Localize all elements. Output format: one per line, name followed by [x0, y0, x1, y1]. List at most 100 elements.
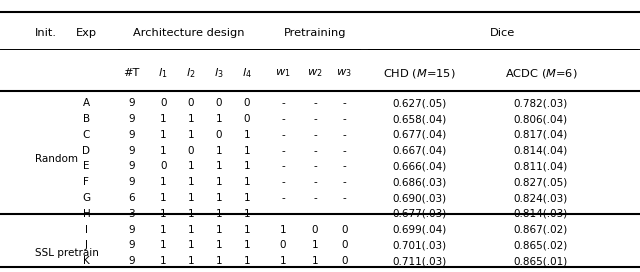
Text: $l_4$: $l_4$ — [242, 67, 252, 80]
Text: 9: 9 — [128, 177, 134, 187]
Text: 1: 1 — [244, 256, 250, 266]
Text: -: - — [313, 177, 317, 187]
Text: 1: 1 — [216, 162, 222, 171]
Text: CHD ($M$=15): CHD ($M$=15) — [383, 67, 456, 80]
Text: 0.711(.03): 0.711(.03) — [392, 256, 446, 266]
Text: 1: 1 — [244, 177, 250, 187]
Text: 0.867(.02): 0.867(.02) — [514, 225, 568, 234]
Text: -: - — [342, 162, 346, 171]
Text: -: - — [342, 209, 346, 219]
Text: 0: 0 — [244, 114, 250, 124]
Text: 1: 1 — [244, 193, 250, 203]
Text: 0.690(.03): 0.690(.03) — [392, 193, 446, 203]
Text: $w_3$: $w_3$ — [337, 67, 352, 79]
Text: 0.658(.04): 0.658(.04) — [392, 114, 446, 124]
Text: 1: 1 — [312, 240, 318, 250]
Text: 0: 0 — [160, 162, 166, 171]
Text: 1: 1 — [160, 177, 166, 187]
Text: C: C — [83, 130, 90, 140]
Text: 0: 0 — [341, 225, 348, 234]
Text: 1: 1 — [216, 256, 222, 266]
Text: #T: #T — [123, 69, 140, 78]
Text: 0: 0 — [216, 130, 222, 140]
Text: -: - — [313, 209, 317, 219]
Text: 0.811(.04): 0.811(.04) — [514, 162, 568, 171]
Text: 9: 9 — [128, 256, 134, 266]
Text: 0: 0 — [244, 98, 250, 108]
Text: 1: 1 — [244, 225, 250, 234]
Text: -: - — [281, 130, 285, 140]
Text: -: - — [313, 130, 317, 140]
Text: -: - — [281, 177, 285, 187]
Text: -: - — [281, 98, 285, 108]
Text: $l_1$: $l_1$ — [159, 67, 168, 80]
Text: 0.677(.03): 0.677(.03) — [392, 209, 446, 219]
Text: 1: 1 — [188, 177, 194, 187]
Text: 1: 1 — [160, 209, 166, 219]
Text: 0: 0 — [160, 98, 166, 108]
Text: 0: 0 — [188, 98, 194, 108]
Text: 6: 6 — [128, 193, 134, 203]
Text: 0.865(.02): 0.865(.02) — [514, 240, 568, 250]
Text: 1: 1 — [244, 209, 250, 219]
Text: 1: 1 — [280, 225, 286, 234]
Text: 1: 1 — [160, 193, 166, 203]
Text: -: - — [313, 193, 317, 203]
Text: 9: 9 — [128, 225, 134, 234]
Text: 1: 1 — [216, 225, 222, 234]
Text: 1: 1 — [188, 162, 194, 171]
Text: -: - — [313, 98, 317, 108]
Text: -: - — [281, 162, 285, 171]
Text: Pretraining: Pretraining — [284, 28, 346, 38]
Text: 1: 1 — [216, 114, 222, 124]
Text: 1: 1 — [160, 240, 166, 250]
Text: -: - — [281, 193, 285, 203]
Text: 0: 0 — [280, 240, 286, 250]
Text: 0.865(.01): 0.865(.01) — [514, 256, 568, 266]
Text: G: G — [83, 193, 90, 203]
Text: 9: 9 — [128, 146, 134, 156]
Text: 1: 1 — [216, 240, 222, 250]
Text: 0.701(.03): 0.701(.03) — [392, 240, 446, 250]
Text: K: K — [83, 256, 90, 266]
Text: 9: 9 — [128, 240, 134, 250]
Text: $l_2$: $l_2$ — [186, 67, 195, 80]
Text: -: - — [342, 98, 346, 108]
Text: 1: 1 — [312, 256, 318, 266]
Text: Architecture design: Architecture design — [133, 28, 244, 38]
Text: 1: 1 — [188, 193, 194, 203]
Text: F: F — [83, 177, 90, 187]
Text: Dice: Dice — [490, 28, 515, 38]
Text: 0: 0 — [341, 240, 348, 250]
Text: $w_1$: $w_1$ — [275, 67, 291, 79]
Text: 1: 1 — [216, 193, 222, 203]
Text: -: - — [342, 146, 346, 156]
Text: I: I — [85, 225, 88, 234]
Text: $w_2$: $w_2$ — [307, 67, 323, 79]
Text: Init.: Init. — [35, 28, 57, 38]
Text: 1: 1 — [160, 225, 166, 234]
Text: 1: 1 — [160, 130, 166, 140]
Text: 1: 1 — [188, 130, 194, 140]
Text: 0: 0 — [341, 256, 348, 266]
Text: 0.814(.04): 0.814(.04) — [514, 146, 568, 156]
Text: 1: 1 — [188, 114, 194, 124]
Text: 1: 1 — [188, 209, 194, 219]
Text: -: - — [281, 114, 285, 124]
Text: 1: 1 — [216, 177, 222, 187]
Text: Exp: Exp — [76, 28, 97, 38]
Text: 1: 1 — [188, 240, 194, 250]
Text: 9: 9 — [128, 162, 134, 171]
Text: 0.782(.03): 0.782(.03) — [514, 98, 568, 108]
Text: Random: Random — [35, 154, 78, 163]
Text: SSL pretrain: SSL pretrain — [35, 248, 99, 258]
Text: 0: 0 — [216, 98, 222, 108]
Text: 1: 1 — [160, 146, 166, 156]
Text: -: - — [342, 114, 346, 124]
Text: ACDC ($M$=6): ACDC ($M$=6) — [504, 67, 577, 80]
Text: 0: 0 — [188, 146, 194, 156]
Text: -: - — [281, 209, 285, 219]
Text: 3: 3 — [128, 209, 134, 219]
Text: 0.817(.04): 0.817(.04) — [514, 130, 568, 140]
Text: 1: 1 — [244, 130, 250, 140]
